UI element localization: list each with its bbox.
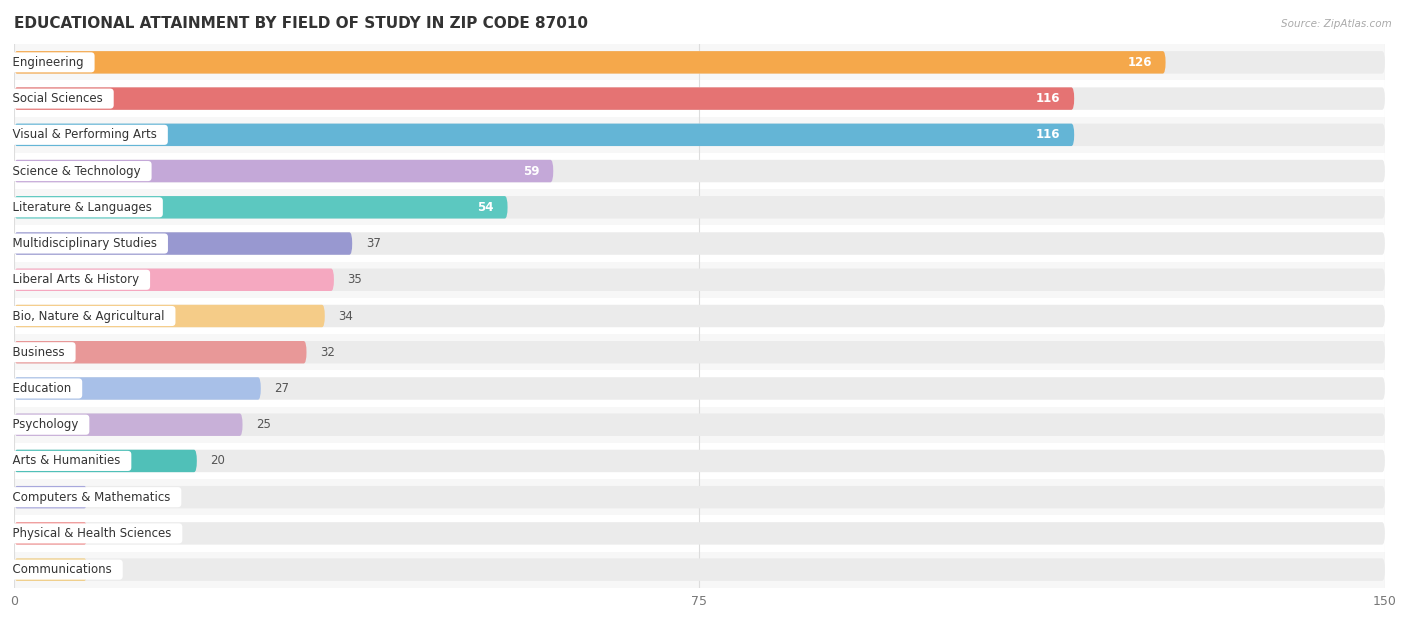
Text: 0: 0	[101, 527, 108, 540]
Text: 59: 59	[523, 164, 540, 178]
Text: Liberal Arts & History: Liberal Arts & History	[4, 273, 146, 286]
Bar	[14, 515, 1385, 552]
Bar	[14, 189, 1385, 226]
Text: 25: 25	[256, 418, 271, 431]
Text: 116: 116	[1036, 92, 1060, 105]
Text: 27: 27	[274, 382, 290, 395]
Bar	[14, 153, 1385, 189]
FancyBboxPatch shape	[14, 522, 1385, 545]
Text: EDUCATIONAL ATTAINMENT BY FIELD OF STUDY IN ZIP CODE 87010: EDUCATIONAL ATTAINMENT BY FIELD OF STUDY…	[14, 16, 588, 30]
Bar	[14, 552, 1385, 588]
FancyBboxPatch shape	[14, 305, 325, 327]
FancyBboxPatch shape	[14, 51, 1385, 73]
Bar	[14, 443, 1385, 479]
FancyBboxPatch shape	[14, 160, 554, 182]
FancyBboxPatch shape	[14, 486, 1385, 508]
Text: Physical & Health Sciences: Physical & Health Sciences	[4, 527, 179, 540]
FancyBboxPatch shape	[14, 87, 1074, 110]
Text: Science & Technology: Science & Technology	[4, 164, 148, 178]
Bar	[14, 80, 1385, 117]
Text: Source: ZipAtlas.com: Source: ZipAtlas.com	[1281, 19, 1392, 29]
Bar	[14, 226, 1385, 262]
FancyBboxPatch shape	[14, 486, 87, 508]
Text: 35: 35	[347, 273, 363, 286]
Bar	[14, 334, 1385, 370]
FancyBboxPatch shape	[14, 413, 243, 436]
FancyBboxPatch shape	[14, 341, 307, 363]
FancyBboxPatch shape	[14, 559, 87, 581]
FancyBboxPatch shape	[14, 341, 1385, 363]
FancyBboxPatch shape	[14, 450, 1385, 472]
Bar	[14, 406, 1385, 443]
FancyBboxPatch shape	[14, 196, 508, 219]
Text: 126: 126	[1128, 56, 1152, 69]
Text: Computers & Mathematics: Computers & Mathematics	[4, 490, 177, 504]
FancyBboxPatch shape	[14, 124, 1074, 146]
Text: Education: Education	[4, 382, 79, 395]
FancyBboxPatch shape	[14, 233, 353, 255]
Text: 0: 0	[101, 563, 108, 576]
FancyBboxPatch shape	[14, 160, 1385, 182]
Text: Arts & Humanities: Arts & Humanities	[4, 454, 128, 468]
FancyBboxPatch shape	[14, 269, 1385, 291]
FancyBboxPatch shape	[14, 450, 197, 472]
Text: Literature & Languages: Literature & Languages	[4, 201, 159, 214]
Text: 54: 54	[478, 201, 494, 214]
Text: 116: 116	[1036, 128, 1060, 142]
FancyBboxPatch shape	[14, 522, 87, 545]
Bar	[14, 298, 1385, 334]
Text: Business: Business	[4, 346, 72, 359]
FancyBboxPatch shape	[14, 305, 1385, 327]
Text: Social Sciences: Social Sciences	[4, 92, 110, 105]
Bar	[14, 44, 1385, 80]
FancyBboxPatch shape	[14, 87, 1385, 110]
Text: 34: 34	[339, 310, 353, 322]
FancyBboxPatch shape	[14, 269, 335, 291]
Text: 37: 37	[366, 237, 381, 250]
Bar	[14, 117, 1385, 153]
FancyBboxPatch shape	[14, 377, 262, 399]
Text: Communications: Communications	[4, 563, 120, 576]
Text: Engineering: Engineering	[4, 56, 91, 69]
Bar	[14, 479, 1385, 515]
Bar	[14, 370, 1385, 406]
Text: Multidisciplinary Studies: Multidisciplinary Studies	[4, 237, 165, 250]
FancyBboxPatch shape	[14, 233, 1385, 255]
Text: 20: 20	[211, 454, 225, 468]
FancyBboxPatch shape	[14, 559, 1385, 581]
FancyBboxPatch shape	[14, 413, 1385, 436]
FancyBboxPatch shape	[14, 196, 1385, 219]
Text: 32: 32	[321, 346, 335, 359]
Text: Visual & Performing Arts: Visual & Performing Arts	[4, 128, 165, 142]
FancyBboxPatch shape	[14, 377, 1385, 399]
Text: Psychology: Psychology	[4, 418, 86, 431]
Text: 0: 0	[101, 490, 108, 504]
FancyBboxPatch shape	[14, 124, 1385, 146]
FancyBboxPatch shape	[14, 51, 1166, 73]
Text: Bio, Nature & Agricultural: Bio, Nature & Agricultural	[4, 310, 172, 322]
Bar	[14, 262, 1385, 298]
